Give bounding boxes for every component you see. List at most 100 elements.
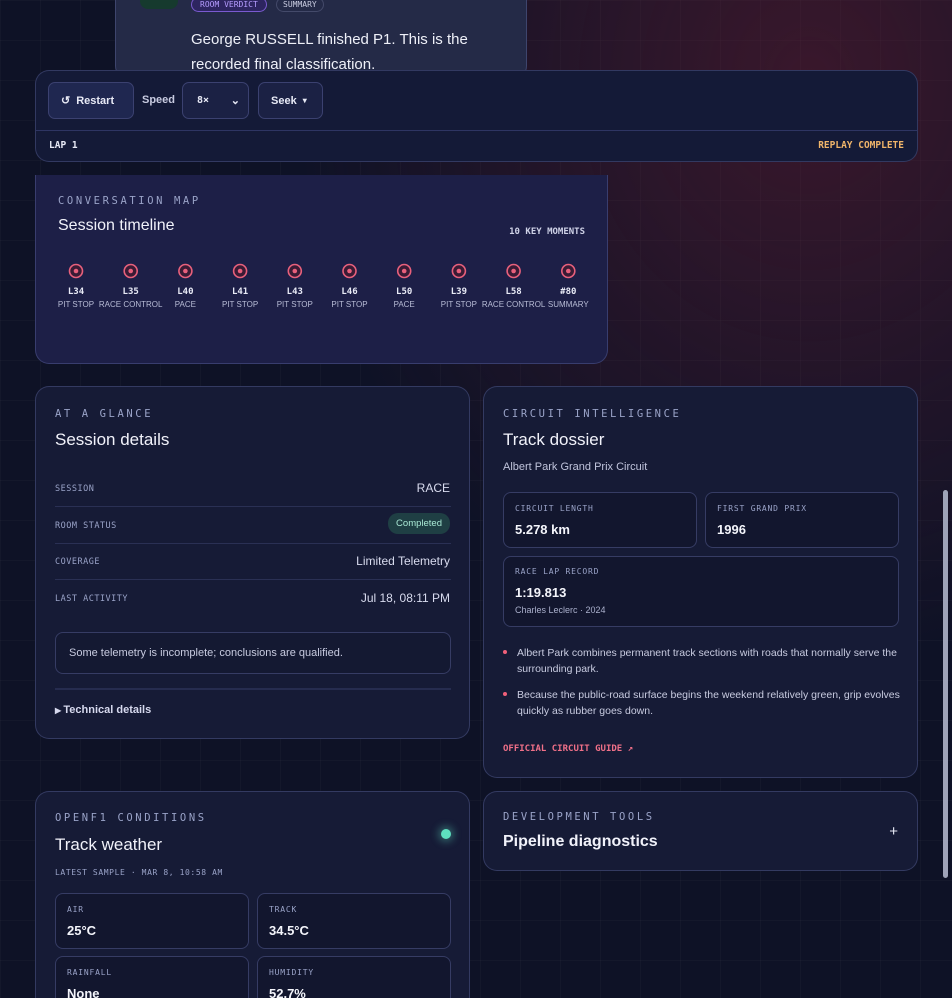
eyebrow: CONVERSATION MAP [58,195,201,207]
badge: ROOM VERDICT [191,0,267,12]
chevron: ⌄ [230,95,240,107]
record-time: 1:19.813 [515,585,567,600]
eyebrow: OPENF1 CONDITIONS [55,812,207,824]
moment-dot [237,268,243,274]
moment-lap: L40 [177,287,194,297]
moment-type: RACE CONTROL [98,300,163,309]
live-dot [441,829,451,839]
moment-type: RACE CONTROL [481,300,546,309]
status-badge: Completed [388,512,450,534]
verdict-icon [140,0,178,9]
stat-label: TRACK [269,905,298,914]
record-label: RACE LAP RECORD [515,567,600,576]
title: Session timeline [58,217,175,234]
stat-label: FIRST GRAND PRIX [717,504,807,513]
sample: LATEST SAMPLE · MAR 8, 10:58 AM [55,868,223,877]
note: Some telemetry is incomplete; conclusion… [55,632,451,674]
stat-value: 5.278 km [515,522,570,537]
verdict-text: George RUSSELL finished P1. This is the … [191,31,468,73]
replay-status: REPLAY COMPLETE [818,140,904,151]
note-text: Some telemetry is incomplete; conclusion… [69,647,343,659]
stat-box: RAINFALL None [55,956,249,998]
row-value: Limited Telemetry [356,554,450,568]
moment-lap: L39 [450,287,468,297]
stat-label: AIR [67,905,84,914]
label: Technical details [63,704,152,716]
title: Track dossier [503,430,605,449]
details-toggle[interactable]: ▶ Technical details [55,704,151,716]
icon: ↗ [622,744,634,754]
moment-dot [183,268,188,274]
moment-lap: L35 [122,287,139,297]
bullet [503,650,507,654]
stat-label: HUMIDITY [269,968,314,977]
scrollbar [943,490,948,878]
weather-card: OPENF1 CONDITIONS Track weather LATEST S… [35,791,470,998]
stat-value: 25°C [67,923,97,938]
expand-button[interactable]: + [889,823,898,840]
moment-dot [128,268,133,274]
stat-box: AIR 25°C [55,893,249,949]
session-card: AT A GLANCE Session details Some telemet… [35,386,470,739]
row-label: COVERAGE [55,557,100,567]
speed-select[interactable]: 8× ⌄ [182,82,249,119]
moment-dot [292,268,298,274]
title: Pipeline diagnostics [503,833,658,850]
controls-bar: ↺ Restart Speed 8× ⌄ Seek ▾ LAP 1 REPLAY CO… [35,70,918,162]
badge: SUMMARY [276,0,324,12]
moment-lap: L34 [67,287,85,297]
tools-card: DEVELOPMENT TOOLS Pipeline diagnostics + [483,791,918,871]
moment-dot [73,268,79,274]
label: Seek [271,94,297,107]
row-label: ROOM STATUS [55,520,117,531]
bullet [503,692,507,696]
label: OFFICIAL CIRCUIT GUIDE [503,744,623,754]
row-divider [55,506,451,507]
timeline-card: CONVERSATION MAP Session timeline 10 KEY… [35,175,608,364]
stat-label: RAINFALL [67,968,112,977]
fact: Albert Park combines permanent track sec… [517,647,897,675]
caret: ▾ [302,96,307,105]
moment-lap: L41 [231,287,249,297]
guide-link[interactable]: OFFICIAL CIRCUIT GUIDE ↗ [503,744,633,754]
label: Restart [76,94,115,107]
moment-type: PIT STOP [331,300,368,309]
caret: ▶ [55,706,64,715]
icon: ↺ [61,95,71,107]
moment-dot [566,268,571,274]
restart-button[interactable]: ↺ Restart [48,82,134,119]
stat-label: CIRCUIT LENGTH [515,504,594,513]
fact: Because the public-road surface begins t… [517,689,900,717]
moment-dot [511,268,516,274]
stat-value: 52.7% [269,986,306,998]
row-value: RACE [416,481,450,495]
moment-type: PIT STOP [440,300,477,309]
row-label: SESSION [55,484,95,494]
stat-box: CIRCUIT LENGTH 5.278 km [503,492,697,548]
stat-box: HUMIDITY 52.7% [257,956,451,998]
moment-lap: L50 [396,287,413,297]
stat-value: 34.5°C [269,923,309,938]
moment-type: PIT STOP [222,300,259,309]
stat-value: None [67,986,100,998]
moment-lap: L43 [286,287,303,297]
verdict-card: ROOM VERDICT SUMMARY George RUSSELL fini… [115,0,527,80]
divider [36,130,917,131]
stat-value: 1996 [717,522,746,537]
moment-type: PACE [174,300,196,309]
circuit: Albert Park Grand Prix Circuit [503,461,648,473]
moment-dot [456,268,462,274]
title: Session details [55,430,170,449]
divider [55,688,451,690]
moment-type: PIT STOP [276,300,313,309]
row-label: LAST ACTIVITY [55,593,129,604]
row-divider [55,579,451,580]
moment-lap: L58 [505,287,522,297]
seek-button[interactable]: Seek ▾ [258,82,323,119]
value: 8× [197,95,210,106]
lap: LAP 1 [49,140,78,151]
stat-box: FIRST GRAND PRIX 1996 [705,492,899,548]
title: Track weather [55,835,163,854]
moment-lap: #80 [560,287,577,297]
